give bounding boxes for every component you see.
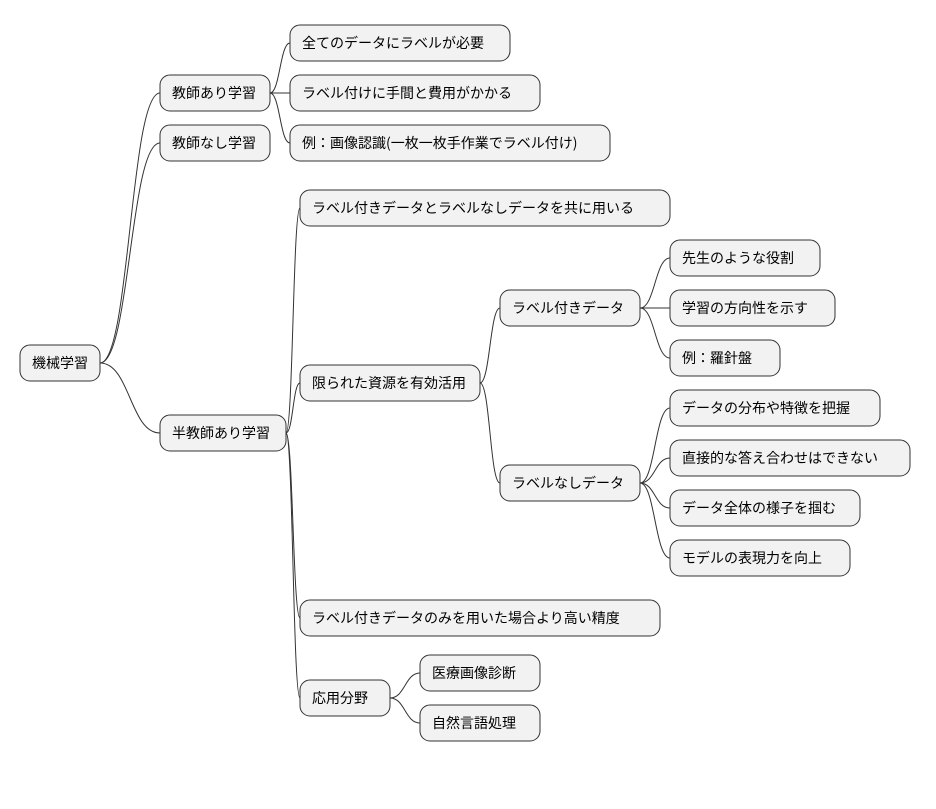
node-label: データ全体の様子を掴む xyxy=(682,498,836,518)
node-label: 直接的な答え合わせはできない xyxy=(682,448,878,468)
edge xyxy=(286,433,300,618)
node-label: 先生のような役割 xyxy=(682,248,794,268)
node-n1b: ラベル付けに手間と費用がかかる xyxy=(290,75,540,111)
node-label: ラベルなしデータ xyxy=(512,473,624,493)
node-n3: 半教師あり学習 xyxy=(160,415,286,451)
node-n2: 教師なし学習 xyxy=(160,125,270,161)
node-label: ラベル付けに手間と費用がかかる xyxy=(302,83,512,103)
node-n3b1b: 学習の方向性を示す xyxy=(670,290,835,326)
node-label: データの分布や特徴を把握 xyxy=(682,398,850,418)
nodes-layer: 機械学習 教師あり学習 全てのデータにラベルが必要ラベル付けに手間と費用がかかる例：… xyxy=(20,25,910,741)
edge xyxy=(640,458,670,483)
node-n3b1a: 先生のような役割 xyxy=(670,240,820,276)
node-n1c: 例：画像認識(一枚一枚手作業でラベル付け) xyxy=(290,125,610,161)
node-label: 限られた資源を有効活用 xyxy=(312,373,466,393)
node-label: 半教師あり学習 xyxy=(172,423,270,443)
node-label: モデルの表現力を向上 xyxy=(682,548,822,568)
edge xyxy=(640,258,670,308)
node-n3b1: ラベル付きデータ xyxy=(500,290,640,326)
node-n3b2: ラベルなしデータ xyxy=(500,465,640,501)
edge xyxy=(640,483,670,508)
edge xyxy=(270,43,290,93)
node-label: 例：羅針盤 xyxy=(682,348,752,368)
node-label: ラベル付きデータとラベルなしデータを共に用いる xyxy=(312,198,634,218)
edge xyxy=(100,143,160,363)
node-label: 学習の方向性を示す xyxy=(682,298,808,318)
node-n3d2: 自然言語処理 xyxy=(420,705,540,741)
edge xyxy=(270,93,290,143)
edge xyxy=(100,93,160,363)
node-label: 教師なし学習 xyxy=(172,133,256,153)
edge xyxy=(390,673,420,698)
node-n1a: 全てのデータにラベルが必要 xyxy=(290,25,510,61)
edge xyxy=(480,308,500,383)
edge xyxy=(286,433,300,698)
edge xyxy=(640,308,670,358)
node-n1: 教師あり学習 xyxy=(160,75,270,111)
node-label: 教師あり学習 xyxy=(172,83,256,103)
node-n3b1c: 例：羅針盤 xyxy=(670,340,780,376)
node-n3c: ラベル付きデータのみを用いた場合より高い精度 xyxy=(300,600,660,636)
node-n3a: ラベル付きデータとラベルなしデータを共に用いる xyxy=(300,190,670,226)
edge xyxy=(390,698,420,723)
node-n3d1: 医療画像診断 xyxy=(420,655,540,691)
node-label: 医療画像診断 xyxy=(432,663,516,683)
node-n3b2d: モデルの表現力を向上 xyxy=(670,540,850,576)
node-n3b2a: データの分布や特徴を把握 xyxy=(670,390,880,426)
node-label: 全てのデータにラベルが必要 xyxy=(302,33,484,53)
edge xyxy=(640,483,670,558)
node-label: 自然言語処理 xyxy=(432,713,516,733)
node-root: 機械学習 xyxy=(20,345,100,381)
node-label: ラベル付きデータのみを用いた場合より高い精度 xyxy=(312,608,620,628)
node-label: 例：画像認識(一枚一枚手作業でラベル付け) xyxy=(302,133,577,153)
edge xyxy=(286,208,300,433)
node-label: 応用分野 xyxy=(312,688,368,708)
edge xyxy=(100,363,160,433)
node-label: ラベル付きデータ xyxy=(512,298,624,318)
node-n3d: 応用分野 xyxy=(300,680,390,716)
mindmap-diagram: 機械学習 教師あり学習 全てのデータにラベルが必要ラベル付けに手間と費用がかかる例：… xyxy=(0,0,936,809)
edge xyxy=(480,383,500,483)
node-n3b2b: 直接的な答え合わせはできない xyxy=(670,440,910,476)
node-label: 機械学習 xyxy=(32,353,88,373)
node-n3b2c: データ全体の様子を掴む xyxy=(670,490,860,526)
node-n3b: 限られた資源を有効活用 xyxy=(300,365,480,401)
edge xyxy=(640,408,670,483)
